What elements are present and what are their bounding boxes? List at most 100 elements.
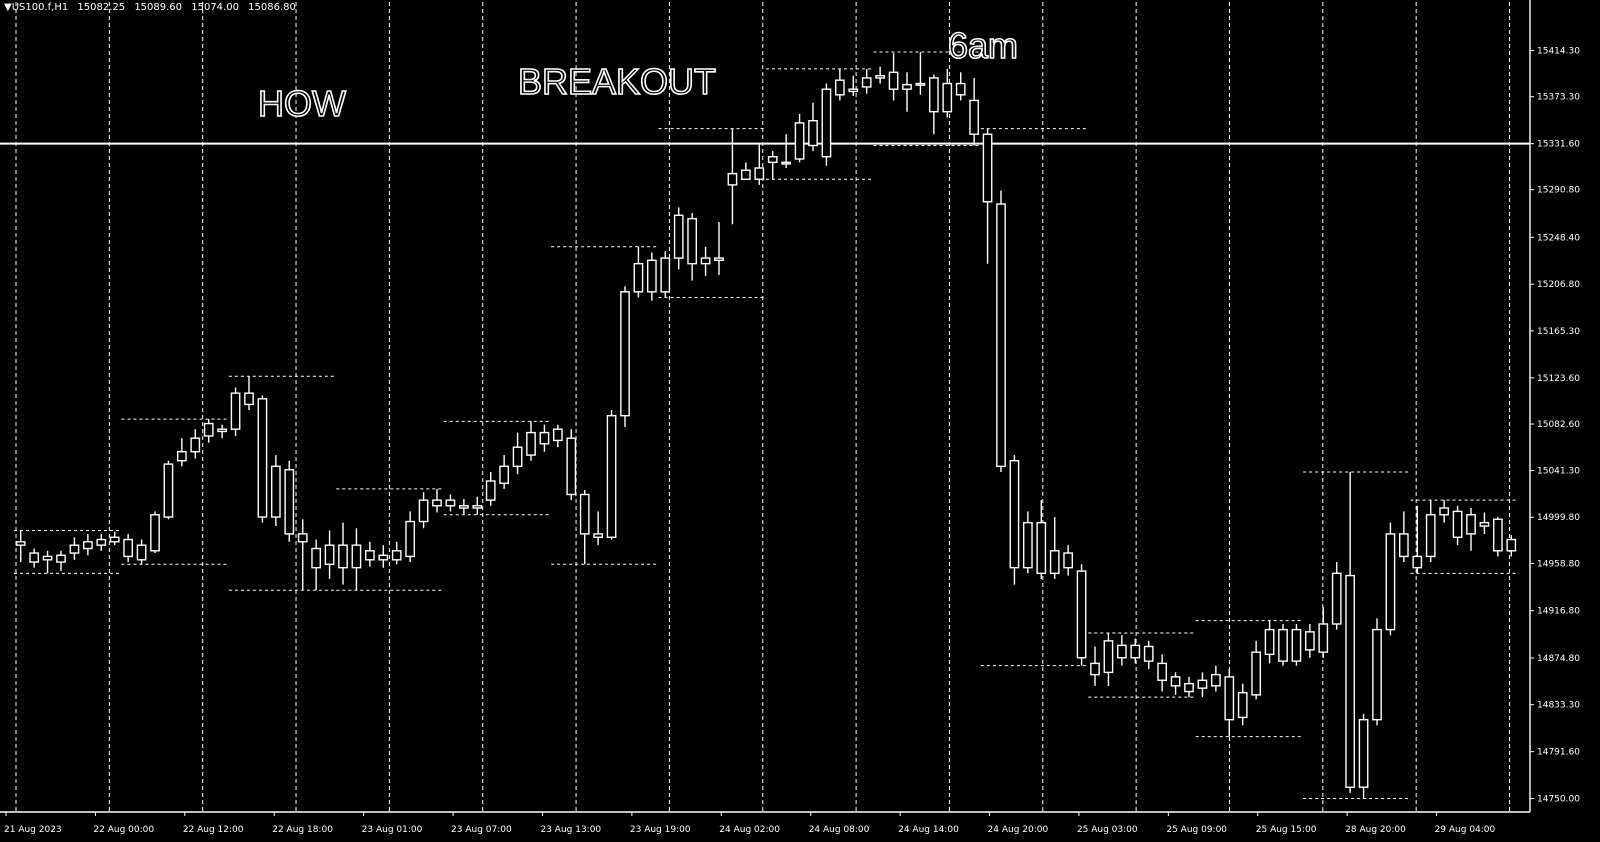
price-tick-label: 15082.60 (1537, 420, 1580, 430)
time-tick-label: 22 Aug 12:00 (183, 825, 244, 835)
candle (1452, 505, 1463, 546)
price-tick-label: 14916.80 (1537, 607, 1580, 617)
candle (1492, 517, 1503, 557)
time-tick-label: 24 Aug 08:00 (809, 825, 870, 835)
candle (203, 419, 214, 443)
price-tick-label: 14999.80 (1537, 513, 1580, 523)
time-tick-label: 24 Aug 14:00 (898, 825, 959, 835)
candle (15, 530, 26, 563)
candles-layer (15, 52, 1517, 799)
time-tick-label: 22 Aug 00:00 (93, 825, 154, 835)
candle (458, 499, 469, 515)
candle (1143, 640, 1154, 670)
candle (445, 494, 456, 512)
candle (1439, 500, 1450, 523)
annotations-layer: HOW BREAKOUT 6am (257, 24, 1019, 125)
candle (1130, 638, 1141, 664)
candle (1036, 500, 1047, 579)
candle (1251, 640, 1262, 700)
candle (1345, 471, 1356, 793)
candle (96, 533, 107, 551)
candle (660, 251, 671, 298)
candle (633, 246, 644, 298)
candle (297, 519, 308, 591)
candle (1103, 632, 1114, 686)
candle (311, 539, 322, 591)
candle (942, 68, 953, 118)
candle (364, 541, 375, 567)
annotation-text: BREAKOUT (518, 61, 716, 102)
price-tick-label: 14874.80 (1537, 654, 1580, 664)
candle (1116, 635, 1127, 666)
low-value: 15074.00 (191, 2, 239, 13)
annotation-text: 6am (948, 25, 1018, 66)
candle (1372, 618, 1382, 726)
candle (217, 424, 228, 439)
candle (324, 530, 335, 579)
candle (620, 286, 630, 427)
price-axis: 15414.30 15373.30 15331.60 15290.80 15248.40… (1529, 0, 1580, 812)
candle (351, 528, 362, 591)
time-tick-label: 21 Aug 2023 (4, 825, 62, 835)
annotation-text: HOW (258, 83, 346, 124)
candle (579, 489, 590, 565)
symbol-label: ▼US100.f,H1 (4, 2, 69, 13)
time-tick-label: 24 Aug 20:00 (988, 825, 1049, 835)
price-tick-label: 15414.30 (1537, 47, 1580, 57)
candle (794, 113, 805, 163)
candle (1210, 665, 1221, 692)
candle (1264, 620, 1275, 664)
candle (552, 424, 563, 448)
candle (875, 66, 886, 84)
price-tick-label: 15331.60 (1537, 140, 1580, 150)
candle (391, 541, 402, 565)
candle (727, 128, 738, 225)
candle (673, 207, 684, 270)
candle (109, 531, 120, 546)
candle (1506, 535, 1517, 557)
candle (982, 128, 993, 264)
candle (1224, 669, 1235, 737)
close-value: 15086.80 (248, 2, 296, 13)
chart-header: ▼US100.f,H1 15082.25 15089.60 15074.00 1… (4, 2, 302, 13)
candle (1479, 512, 1490, 534)
candle (915, 52, 926, 95)
time-tick-label: 23 Aug 07:00 (451, 825, 512, 835)
candle (539, 424, 550, 452)
candle (485, 471, 496, 506)
time-tick-label: 24 Aug 02:00 (719, 825, 780, 835)
price-tick-label: 15041.30 (1537, 467, 1580, 477)
high-value: 15089.60 (134, 2, 183, 13)
candle (767, 151, 778, 180)
candle (902, 72, 912, 112)
candle (1076, 564, 1087, 666)
candle (1049, 517, 1060, 579)
candle (1063, 545, 1074, 576)
candle (338, 522, 348, 585)
candle (56, 550, 66, 572)
candle (848, 75, 859, 96)
time-tick-label: 25 Aug 09:00 (1166, 825, 1227, 835)
candle (1184, 676, 1194, 698)
candle (1237, 683, 1248, 726)
candle (190, 429, 201, 459)
candle (808, 102, 818, 152)
price-tick-label: 15165.30 (1537, 327, 1580, 337)
candle (230, 387, 241, 436)
time-tick-label: 28 Aug 20:00 (1345, 825, 1406, 835)
candle (499, 455, 510, 489)
candle (1197, 672, 1208, 698)
candle (418, 492, 429, 529)
candle (1358, 714, 1369, 799)
candle (284, 460, 295, 542)
candle (700, 246, 711, 277)
candle (687, 213, 698, 281)
candle (821, 83, 832, 166)
candle (42, 550, 53, 574)
candle (150, 511, 160, 554)
time-tick-label: 22 Aug 18:00 (272, 825, 333, 835)
candle (270, 455, 281, 527)
candle (1009, 455, 1020, 585)
candle (861, 68, 872, 94)
